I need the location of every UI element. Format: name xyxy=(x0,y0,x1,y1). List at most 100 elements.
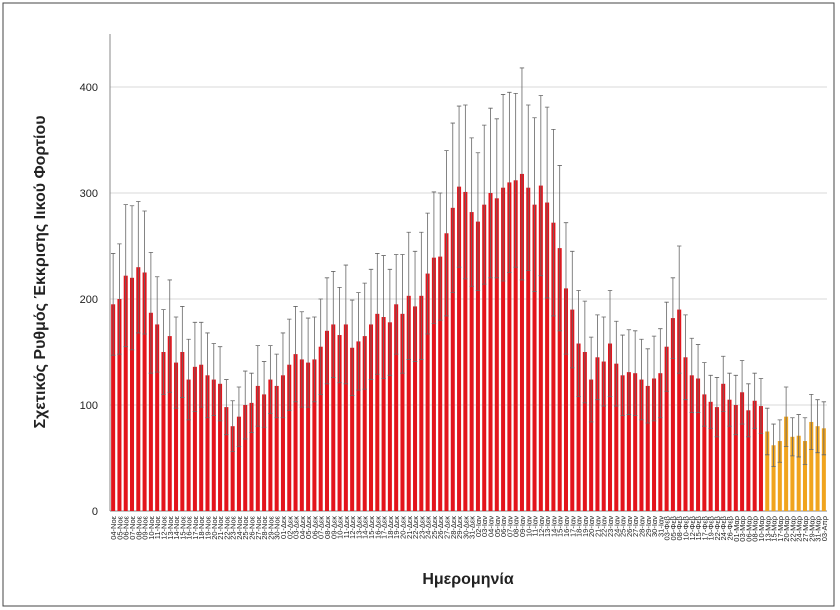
error-bar xyxy=(507,91,512,273)
x-tick-label: 06-Ιαν xyxy=(499,516,508,537)
y-tick-label: 0 xyxy=(92,506,98,518)
x-tick-label: 08-Φεβ xyxy=(675,515,684,540)
bar xyxy=(274,385,279,511)
x-tick-label: 11-Δεκ xyxy=(342,516,351,539)
x-tick-label: 23-Ιαν xyxy=(606,516,615,537)
error-bar xyxy=(198,321,204,408)
bar xyxy=(633,373,638,511)
y-tick-label: 200 xyxy=(80,294,98,306)
x-tick-label: 30-Νοε xyxy=(273,515,282,539)
bar xyxy=(350,347,355,511)
bar xyxy=(324,330,329,511)
bar xyxy=(532,204,537,511)
bar xyxy=(331,324,336,511)
bar xyxy=(262,394,267,511)
bar xyxy=(174,362,179,511)
x-tick-label: 13-Νοε xyxy=(166,515,175,539)
error-bar xyxy=(488,107,493,279)
x-tick-label: 20-Ιαν xyxy=(587,516,596,537)
error-bar xyxy=(412,250,418,362)
bar xyxy=(293,354,298,511)
bar xyxy=(727,399,732,511)
error-bar xyxy=(746,383,751,438)
error-bar xyxy=(236,386,242,447)
bar xyxy=(148,312,153,511)
error-bar xyxy=(186,338,191,421)
x-tick-label: 26-Νοε xyxy=(248,515,257,539)
x-tick-label: 10-Μαρ xyxy=(757,516,766,542)
error-bar xyxy=(337,286,342,384)
x-tick-label: 22-Μαρ xyxy=(788,516,797,542)
error-bar xyxy=(419,231,424,360)
bar xyxy=(268,379,273,511)
error-bar xyxy=(368,268,374,380)
error-bar xyxy=(714,377,720,438)
x-tick-label: 16-Ιαν xyxy=(562,516,571,537)
error-bar xyxy=(570,250,575,369)
bar xyxy=(507,182,512,511)
error-bar xyxy=(771,423,776,467)
bar xyxy=(614,363,619,511)
bar xyxy=(199,364,204,511)
error-bar xyxy=(324,277,330,385)
x-tick-label: 25-Νοε xyxy=(241,515,250,539)
error-bar xyxy=(689,337,694,413)
x-tick-label: 08-Νοε xyxy=(134,515,143,539)
bar xyxy=(180,352,185,511)
x-tick-label: 13-Μαρ xyxy=(763,516,772,542)
x-tick-label: 10-Νοε xyxy=(147,515,156,539)
bar xyxy=(765,431,770,511)
error-bar xyxy=(249,372,254,433)
x-tick-label: 14-Ιαν xyxy=(549,516,558,537)
x-tick-label: 03-Απρ xyxy=(820,516,829,541)
error-bar xyxy=(538,95,544,277)
bar xyxy=(639,379,644,511)
x-tick-label: 02-Ιαν xyxy=(474,516,483,537)
x-tick-label: 17-Νοε xyxy=(191,515,200,539)
x-tick-label: 08-Ιαν xyxy=(512,516,521,537)
error-bar xyxy=(658,328,663,419)
x-tick-label: 26-Δεκ xyxy=(436,516,445,539)
bar xyxy=(280,375,285,511)
x-tick-label: 18-Ιαν xyxy=(575,516,584,537)
y-tick-label: 400 xyxy=(80,82,98,94)
error-bar xyxy=(526,104,531,271)
x-tick-label: 03-Φεβ xyxy=(663,515,672,540)
bar xyxy=(683,357,688,511)
x-tick-label: 29-Δεκ xyxy=(455,516,464,539)
bar xyxy=(519,173,524,512)
x-tick-label: 07-Νοε xyxy=(128,515,137,539)
error-bar xyxy=(400,254,405,374)
error-bar xyxy=(261,361,267,428)
x-tick-label: 27-Ιαν xyxy=(631,516,640,537)
x-tick-label: 09-Δεκ xyxy=(329,516,338,539)
x-tick-label: 29-Ιαν xyxy=(644,516,653,537)
x-tick-label: 16-Νοε xyxy=(185,515,194,539)
x-tick-label: 24-Νοε xyxy=(235,515,244,539)
bar xyxy=(777,441,782,511)
x-tick-label: 03-Μαρ xyxy=(738,516,747,542)
bar xyxy=(123,275,128,511)
error-bar xyxy=(463,104,468,280)
bar xyxy=(802,441,807,511)
error-bar xyxy=(777,419,783,463)
x-tick-label: 24-Ιαν xyxy=(612,516,621,537)
error-bar xyxy=(268,345,273,414)
x-tick-label: 06-Μαρ xyxy=(744,516,753,542)
error-bar xyxy=(664,301,669,392)
error-bar xyxy=(727,372,732,427)
error-bar xyxy=(387,268,393,376)
x-tick-label: 29-Νοε xyxy=(266,515,275,539)
error-bar xyxy=(343,264,349,385)
x-tick-label: 08-Δεκ xyxy=(323,516,332,539)
x-tick-label: 19-Νοε xyxy=(203,515,212,539)
y-tick-label: 300 xyxy=(80,188,98,200)
error-bar xyxy=(513,92,518,268)
error-bar xyxy=(129,205,135,351)
error-bar xyxy=(349,299,355,396)
error-bar xyxy=(110,253,116,356)
x-tick-label: 24-Φεβ xyxy=(719,515,728,540)
bar xyxy=(457,186,462,511)
bar xyxy=(192,366,197,511)
bar xyxy=(218,383,223,511)
